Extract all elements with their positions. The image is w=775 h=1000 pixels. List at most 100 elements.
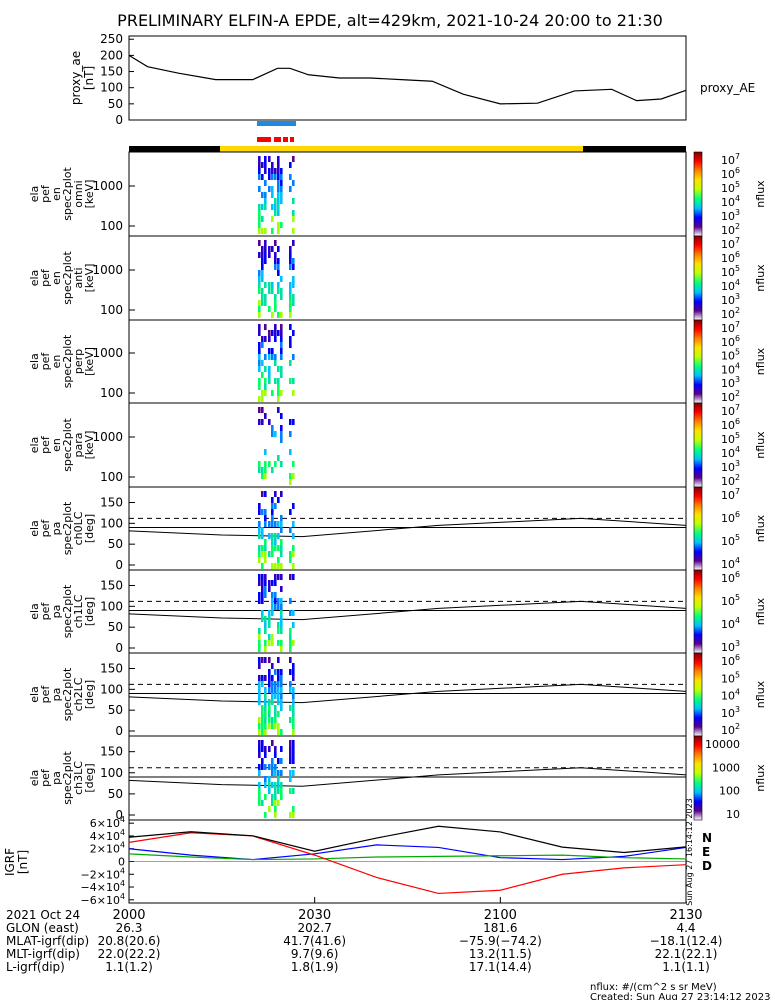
spectrogram-cell: [258, 574, 261, 580]
colorbar: [693, 235, 703, 321]
spectrogram-cell: [277, 156, 280, 162]
spectrogram-cell: [261, 758, 264, 764]
spectrogram-cell: [258, 162, 261, 168]
spectrogram-cell: [280, 628, 283, 634]
energy-ylabel: perp: [72, 349, 85, 374]
igrf-total-line: [128, 825, 687, 854]
colorbar-tick-label: 10000: [705, 738, 740, 751]
spectrogram-cell: [274, 336, 277, 342]
pa-ylabel: ch1LC: [72, 594, 85, 628]
energy-ylabel: [keV]: [83, 431, 96, 460]
colorbar-tick-label: 106: [721, 653, 740, 668]
spectrogram-cell: [292, 533, 295, 539]
spectrogram-cell: [280, 782, 283, 788]
spectrogram-cell: [258, 687, 261, 693]
spectrogram-cell: [261, 681, 264, 687]
spectrogram-cell: [258, 782, 261, 788]
spectrogram-cell: [271, 800, 274, 806]
spectrogram-cell: [258, 640, 261, 646]
spectrogram-cell: [261, 372, 264, 378]
spectrogram-cell: [274, 521, 277, 527]
spectrogram-cell: [280, 342, 283, 348]
spectrogram-cell: [280, 586, 283, 592]
spectrogram-cell: [277, 228, 280, 234]
spectrogram-cell: [289, 628, 292, 634]
plot-title: PRELIMINARY ELFIN-A EPDE, alt=429km, 202…: [117, 11, 663, 30]
created-stamp: Created: Sun Aug 27 23:14:12 2023: [590, 992, 770, 1000]
spectrogram-cell: [258, 378, 261, 384]
pa-ylabel: [deg]: [83, 763, 96, 792]
ae-tick-label: 150: [100, 65, 123, 79]
colorbar-label: nflux: [754, 514, 767, 542]
spectrogram-cell: [280, 539, 283, 545]
igrf-ylabel: IGRF: [3, 848, 17, 876]
pa-ylabel: pa: [50, 688, 63, 702]
spectrogram-cell: [274, 491, 277, 497]
spectrogram-cell: [268, 782, 271, 788]
spectrogram-cell: [264, 515, 267, 521]
spectrogram-cell: [274, 360, 277, 366]
spectrogram-cell: [292, 663, 295, 669]
spectrogram-cell: [292, 693, 295, 699]
spectrogram-cell: [292, 330, 295, 336]
spectrogram-cell: [261, 294, 264, 300]
spectrogram-cell: [280, 770, 283, 776]
spectrogram-cell: [274, 294, 277, 300]
ae-tick-label: 200: [100, 48, 123, 62]
spectrogram-cell: [264, 473, 267, 479]
spectrogram-cell: [292, 675, 295, 681]
pa-ylabel: pef: [39, 685, 52, 704]
colorbar-tick-label: 105: [721, 264, 740, 279]
pa-tick-label: 0: [115, 641, 123, 655]
spectrogram-cell: [258, 752, 261, 758]
spectrogram-cell: [258, 300, 261, 306]
ae-series-line: [128, 54, 687, 105]
pa-ylabel: spec2plot: [61, 501, 74, 555]
ephemeris-value: 4.4: [676, 921, 695, 935]
spectrogram-cell: [258, 348, 261, 354]
spectrogram-cell: [280, 521, 283, 527]
energy-ylabel: en: [50, 187, 63, 201]
spectrogram-cell: [271, 521, 274, 527]
spectrogram-cell: [277, 770, 280, 776]
spectrogram-cell: [280, 746, 283, 752]
spectrogram-cell: [271, 758, 274, 764]
spectrogram-cell: [264, 782, 267, 788]
spectrogram-cell: [277, 407, 280, 413]
spectrogram-cell: [258, 396, 261, 402]
spectrogram-cell: [258, 598, 261, 604]
ae-legend: proxy_AE: [700, 81, 755, 95]
energy-ylabel: spec2plot: [61, 334, 74, 388]
ephemeris-value: 13.2(11.5): [469, 947, 532, 961]
spectrogram-cell: [264, 162, 267, 168]
pa-tick-label: 50: [108, 787, 123, 801]
spectrogram-cell: [261, 342, 264, 348]
spectrogram-cell: [268, 586, 271, 592]
spectrogram-cell: [292, 687, 295, 693]
energy-tick-label: 100: [100, 386, 123, 400]
spectrogram-cell: [264, 449, 267, 455]
spectrogram-cell: [261, 336, 264, 342]
spectrogram-cell: [258, 681, 261, 687]
spectrogram-cell: [274, 198, 277, 204]
spectrogram-cell: [261, 764, 264, 770]
pa-ylabel: spec2plot: [61, 584, 74, 638]
energy-ylabel: ela: [28, 186, 41, 203]
spectrogram-cell: [264, 586, 267, 592]
ephemeris-row-label: L-igrf(dip): [6, 960, 65, 974]
spectrogram-cell: [261, 407, 264, 413]
spectrogram-cell: [289, 687, 292, 693]
spectrogram-cell: [268, 521, 271, 527]
spectrogram-cell: [261, 717, 264, 723]
spectrogram-cell: [268, 580, 271, 586]
spectrogram-cell: [268, 640, 271, 646]
colorbar: [693, 652, 703, 737]
spectrogram-cell: [261, 563, 264, 569]
spectrogram-cell: [292, 198, 295, 204]
spectrogram-cell: [264, 646, 267, 652]
spectrogram-cell: [292, 390, 295, 396]
spectrogram-cell: [289, 294, 292, 300]
colorbar-tick-label: 103: [721, 459, 740, 474]
orbit-bar-black: [129, 146, 220, 152]
